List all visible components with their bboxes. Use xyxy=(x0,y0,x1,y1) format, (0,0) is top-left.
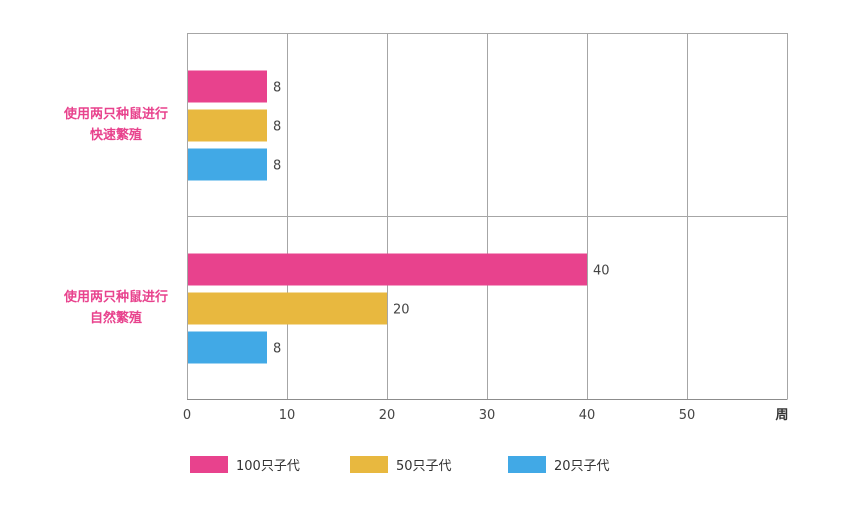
label-layer: 0 10 20 30 40 50 周 使用两只种鼠进行快速繁殖 8 8 8 使用两只种鼠进行自然繁殖 4… xyxy=(63,81,789,424)
x-tick-label: 0 xyxy=(183,408,191,423)
bar xyxy=(188,148,267,181)
legend-swatch xyxy=(350,456,388,473)
bar xyxy=(188,331,267,364)
bar xyxy=(188,70,267,103)
bar xyxy=(188,109,267,142)
x-tick-label: 20 xyxy=(379,408,396,423)
legend-label: 50只子代 xyxy=(396,459,452,474)
x-tick-label: 30 xyxy=(479,408,496,423)
data-label: 8 xyxy=(273,81,281,96)
legend-label: 100只子代 xyxy=(236,459,300,474)
data-label: 8 xyxy=(273,159,281,174)
legend-label: 20只子代 xyxy=(554,459,610,474)
x-unit-label: 周 xyxy=(775,408,788,423)
bar-layer xyxy=(188,70,587,364)
x-tick-label: 10 xyxy=(279,408,296,423)
data-label: 20 xyxy=(393,303,410,318)
legend-swatch xyxy=(508,456,546,473)
legend-swatch xyxy=(190,456,228,473)
bar xyxy=(188,253,587,286)
data-label: 8 xyxy=(273,120,281,135)
bar xyxy=(188,292,387,325)
category-label: 使用两只种鼠进行自然繁殖 xyxy=(63,289,168,326)
category-label: 使用两只种鼠进行快速繁殖 xyxy=(63,106,168,143)
data-label: 40 xyxy=(593,264,610,279)
grid-layer xyxy=(187,33,788,400)
data-label: 8 xyxy=(273,342,281,357)
legend: 100只子代 50只子代 20只子代 xyxy=(190,456,610,474)
x-tick-label: 50 xyxy=(679,408,696,423)
x-tick-label: 40 xyxy=(579,408,596,423)
